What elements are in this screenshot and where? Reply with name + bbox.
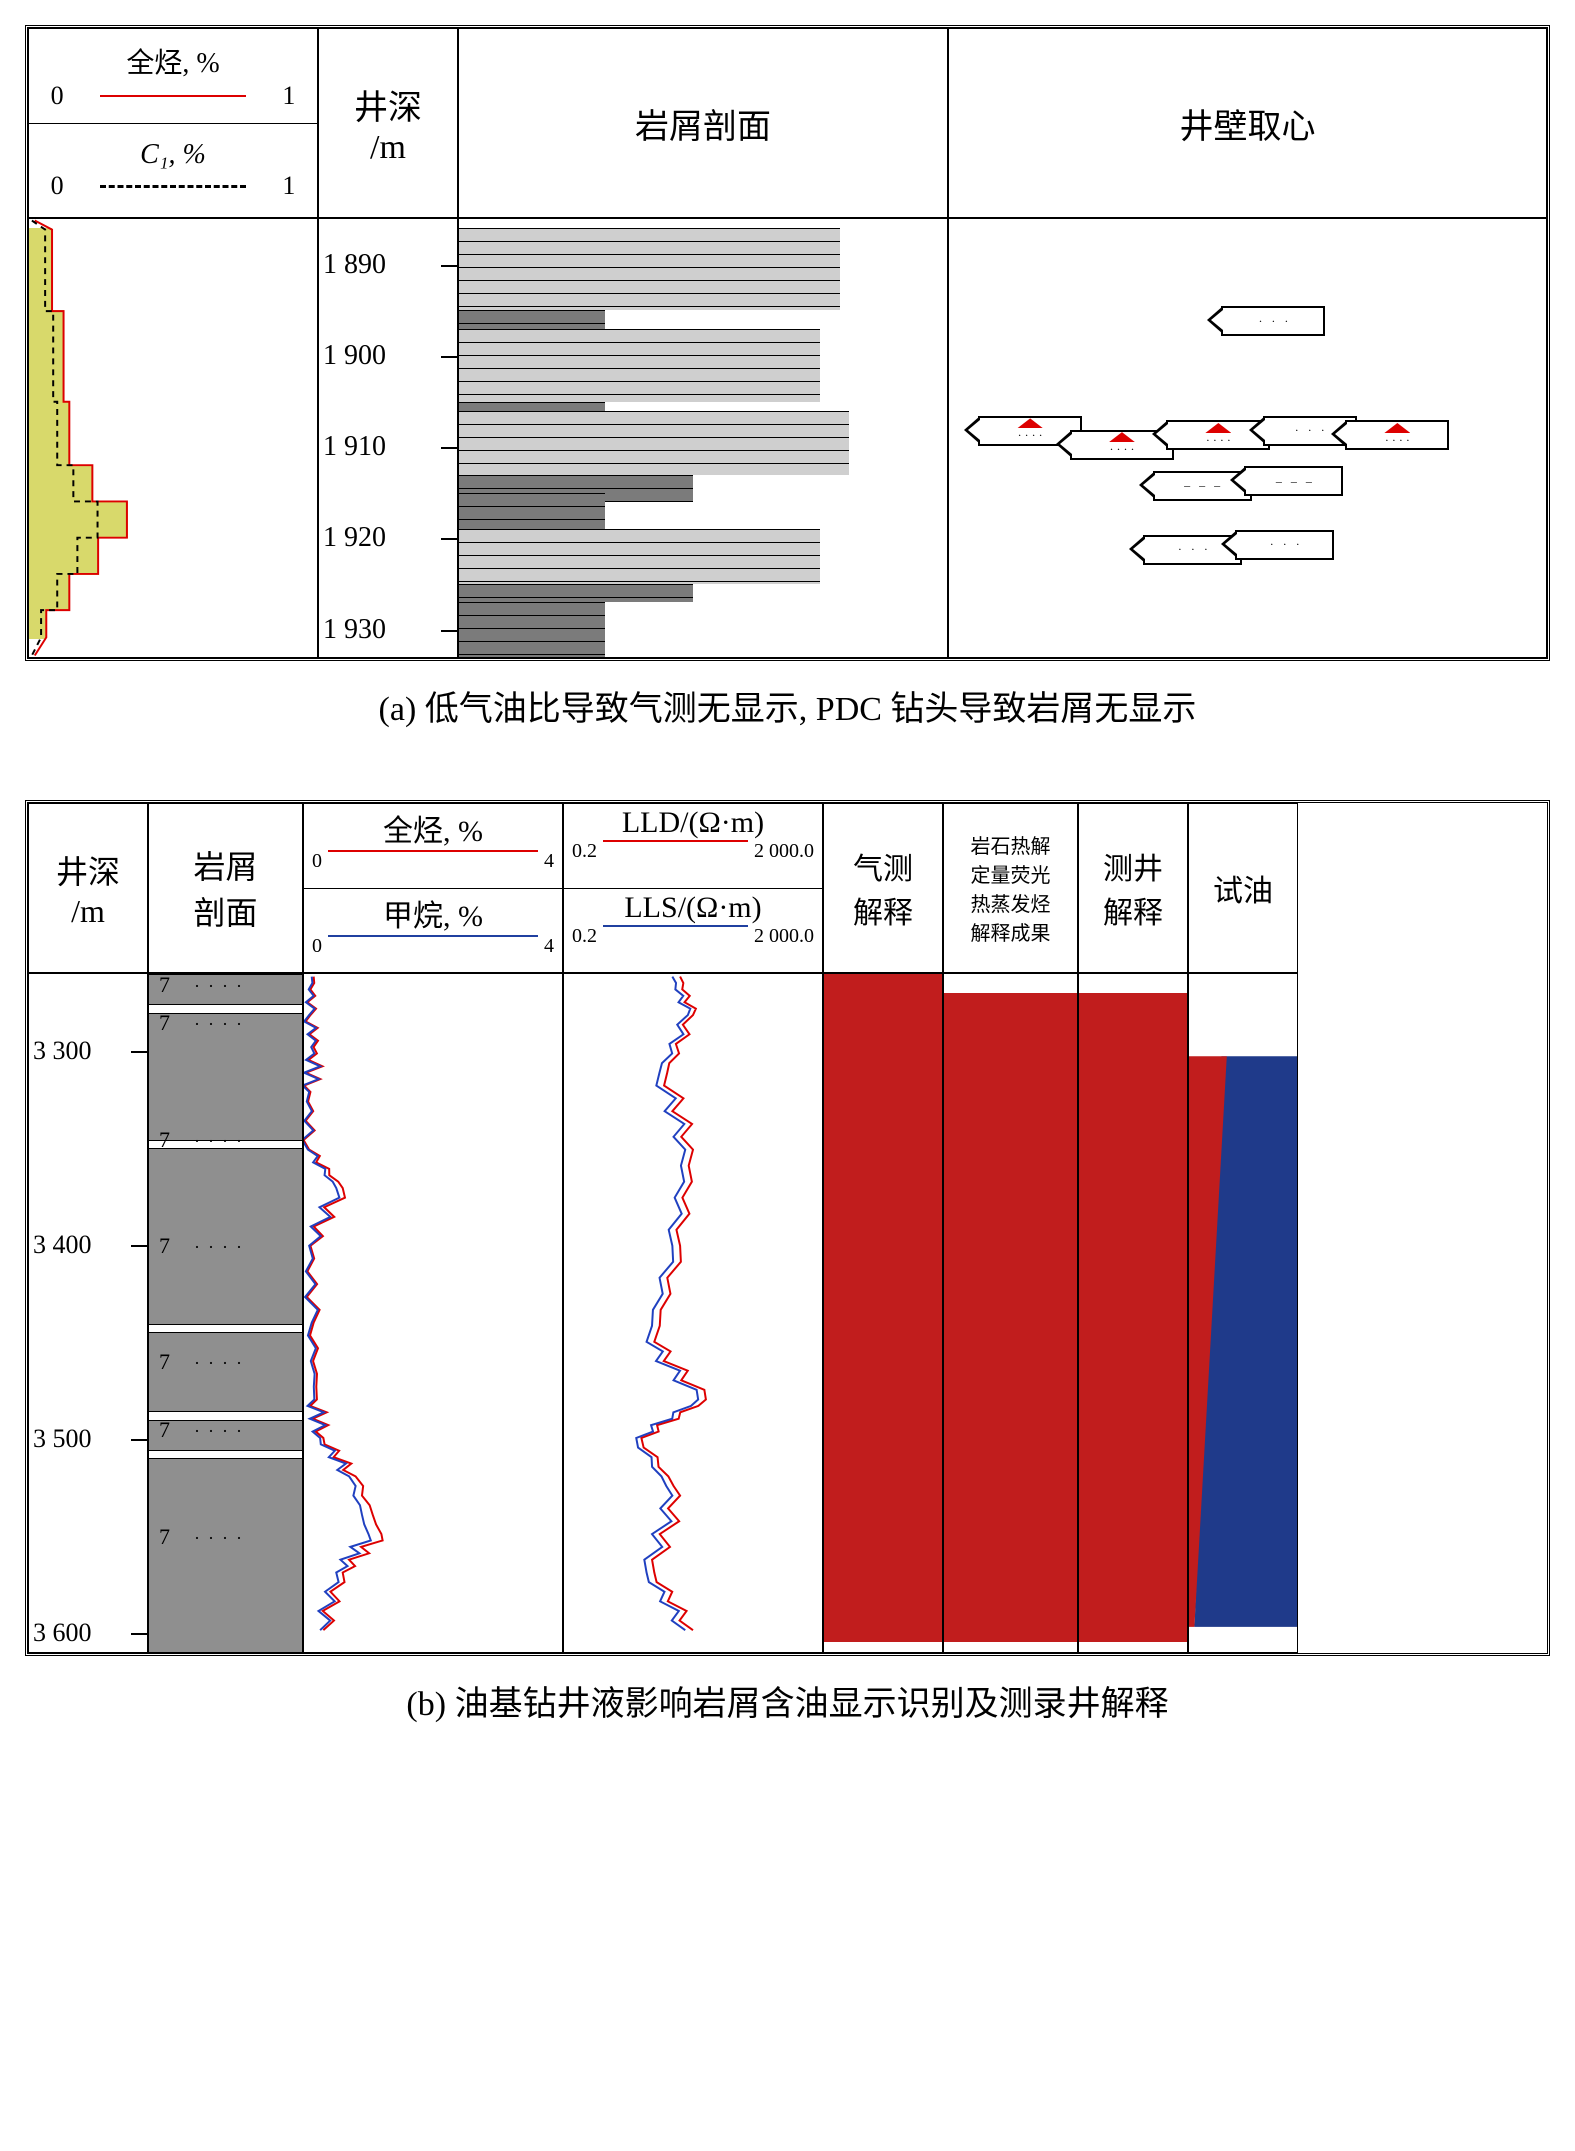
depth-label: 1 890 bbox=[323, 249, 386, 281]
b-res-track bbox=[563, 973, 823, 1653]
core-track: · · ·· · · ·· · · ·· · · ·· · ·· · · ·– … bbox=[948, 218, 1547, 658]
hdr-lith: 岩屑剖面 bbox=[458, 28, 948, 218]
b-lith-track: 7····7····7····7····7····7····7···· bbox=[148, 973, 303, 1653]
depth-label: 1 930 bbox=[323, 614, 386, 646]
panel-b-grid: 井深 /m 岩屑 剖面 全烃, % 04 甲烷, % 04 LLD/(Ω·m) … bbox=[25, 800, 1550, 1656]
b-hdr-gasint: 气测 解释 bbox=[823, 803, 943, 973]
lith-band bbox=[459, 493, 605, 530]
depth-label: 1 910 bbox=[323, 431, 386, 463]
b-hdr-test: 试油 bbox=[1188, 803, 1298, 973]
b-hdr-rock: 岩石热解 定量荧光 热蒸发烃 解释成果 bbox=[943, 803, 1078, 973]
lith-mark: 7 bbox=[159, 1010, 170, 1036]
lith-mark: 7 bbox=[159, 1233, 170, 1259]
core-pencil-icon: · · · bbox=[1221, 306, 1325, 336]
depth-track: 1 890 1 900 1 910 1 920 1 930 bbox=[318, 218, 458, 658]
lith-band bbox=[459, 228, 840, 310]
panel-b-caption: (b) 油基钻井液影响岩屑含油显示识别及测录井解释 bbox=[25, 1676, 1550, 1725]
hdr-gas-top: 全烃, % bbox=[126, 41, 219, 81]
gas-max: 1 bbox=[282, 81, 295, 111]
c1-max: 1 bbox=[282, 171, 295, 201]
b-logint-track bbox=[1078, 973, 1188, 1653]
hdr-depth: 井深 /m bbox=[318, 28, 458, 218]
panel-a-caption: (a) 低气油比导致气测无显示, PDC 钻头导致岩屑无显示 bbox=[25, 681, 1550, 730]
b-hdr-depth: 井深 /m bbox=[28, 803, 148, 973]
gas-min: 0 bbox=[51, 81, 64, 111]
c1-min: 0 bbox=[51, 171, 64, 201]
hdr-gas-bot: C₁, % bbox=[140, 139, 206, 171]
b-gas-track bbox=[303, 973, 563, 1653]
b-gasint-track bbox=[823, 973, 943, 1653]
depth-label: 3 600 bbox=[33, 1618, 92, 1648]
b-hdr-gas: 全烃, % 04 甲烷, % 04 bbox=[303, 803, 563, 973]
b-hdr-lith: 岩屑 剖面 bbox=[148, 803, 303, 973]
interp-bar bbox=[824, 974, 942, 1642]
core-pencil-icon: – – – bbox=[1244, 466, 1343, 496]
depth-label: 1 900 bbox=[323, 340, 386, 372]
b-hdr-res: LLD/(Ω·m) 0.22 000.0 LLS/(Ω·m) 0.22 000.… bbox=[563, 803, 823, 973]
lith-band bbox=[459, 584, 693, 602]
depth-label: 3 300 bbox=[33, 1036, 92, 1066]
lith-band bbox=[459, 529, 820, 584]
lith-mark: 7 bbox=[159, 973, 170, 998]
lith-mark: 7 bbox=[159, 1417, 170, 1443]
b-depth-track: 3 300 3 400 3 500 3 600 bbox=[28, 973, 148, 1653]
red-line-icon bbox=[100, 95, 247, 97]
interp-bar bbox=[944, 993, 1077, 1642]
lith-mark: 7 bbox=[159, 1524, 170, 1550]
hdr-gas: 全烃, % 0 1 C₁, % 0 1 bbox=[28, 28, 318, 218]
lith-mark: 7 bbox=[159, 1127, 170, 1153]
core-pencil-icon: · · · bbox=[1235, 530, 1334, 560]
depth-label: 3 400 bbox=[33, 1230, 92, 1260]
panel-a: 全烃, % 0 1 C₁, % 0 1 井深 /m 岩屑剖面 井壁取心 bbox=[25, 25, 1550, 730]
b-hdr-logint: 测井 解释 bbox=[1078, 803, 1188, 973]
hdr-core: 井壁取心 bbox=[948, 28, 1547, 218]
lith-band bbox=[459, 329, 820, 402]
depth-label: 3 500 bbox=[33, 1424, 92, 1454]
lith-band bbox=[459, 602, 605, 657]
gas-track bbox=[28, 218, 318, 658]
b-rock-track bbox=[943, 973, 1078, 1653]
interp-bar bbox=[1079, 993, 1187, 1642]
lith-mark: 7 bbox=[159, 1349, 170, 1375]
gas-curves-svg bbox=[29, 219, 317, 657]
core-pencil-icon: · · · · bbox=[1345, 420, 1449, 450]
b-test-track bbox=[1188, 973, 1298, 1653]
dash-line-icon bbox=[100, 185, 247, 188]
lith-band bbox=[459, 411, 849, 475]
panel-b: 井深 /m 岩屑 剖面 全烃, % 04 甲烷, % 04 LLD/(Ω·m) … bbox=[25, 800, 1550, 1725]
depth-label: 1 920 bbox=[323, 522, 386, 554]
panel-a-grid: 全烃, % 0 1 C₁, % 0 1 井深 /m 岩屑剖面 井壁取心 bbox=[25, 25, 1550, 661]
lith-track bbox=[458, 218, 948, 658]
